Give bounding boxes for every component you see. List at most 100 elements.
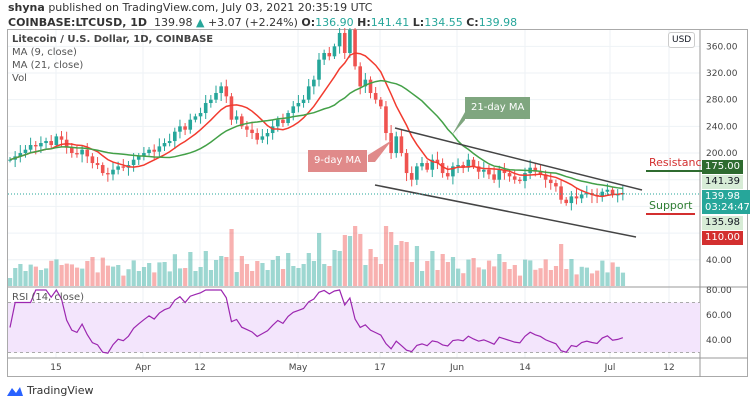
volume-bar (327, 266, 332, 286)
candle-body (260, 136, 265, 140)
candle-body (111, 169, 115, 175)
candle-body (142, 153, 146, 157)
candle-body (312, 79, 316, 87)
candle-body (518, 179, 522, 182)
candle-body (219, 86, 223, 94)
volume-bar (394, 245, 399, 286)
candle-body (162, 143, 167, 147)
ohlc-bar: COINBASE:LTCUSD, 1D 139.98 ▲ +3.07 (+2.2… (8, 16, 517, 29)
volume-bar (198, 267, 203, 286)
volume-bar (131, 260, 136, 286)
candle-body (49, 141, 53, 146)
volume-bar (481, 269, 486, 286)
volume-bar (147, 263, 152, 286)
volume-bar (559, 244, 564, 286)
candle-body (605, 189, 610, 192)
volume-bar (44, 268, 49, 286)
time-tick: 17 (374, 363, 385, 373)
volume-bar (188, 252, 193, 286)
volume-bar (116, 265, 121, 286)
tradingview-logo[interactable]: TradingView (6, 384, 93, 397)
candle-body (384, 106, 388, 134)
candle-body (276, 119, 280, 127)
candle-body (209, 99, 213, 104)
volume-bar (440, 254, 445, 286)
price-tick: 280.00 (706, 96, 738, 106)
volume-bar (275, 256, 280, 286)
candle-body (203, 103, 208, 114)
high-badge: 141.39 (702, 175, 743, 189)
ma9-pointer (368, 140, 392, 162)
volume-bar (579, 266, 584, 286)
candle-body (90, 156, 95, 164)
candle-body (183, 126, 187, 130)
volume-bar (54, 259, 59, 286)
volume-bar (85, 261, 90, 286)
volume-bar (250, 271, 255, 286)
volume-bar (224, 257, 229, 286)
volume-bar (523, 259, 528, 286)
candle-body (131, 159, 136, 166)
candle-body (492, 174, 496, 180)
currency-label[interactable]: USD (668, 32, 696, 48)
volume-bar (162, 262, 167, 286)
candle-body (487, 169, 491, 175)
volume-bar (466, 259, 471, 286)
candle-body (368, 79, 373, 94)
candle-body (250, 129, 254, 134)
rsi-line (9, 288, 624, 354)
candle-body (415, 166, 419, 180)
volume-bar (126, 269, 131, 286)
time-tick: 12 (194, 363, 205, 373)
volume-bar (172, 254, 177, 286)
volume-bar (105, 265, 111, 286)
volume-bar (317, 233, 322, 286)
publish-info: shyna published on TradingView.com, July… (8, 1, 372, 14)
candle-body (548, 179, 553, 184)
volume-bar (90, 257, 95, 286)
price-tick: 360.00 (706, 42, 738, 52)
candle-body (193, 116, 198, 120)
volume-bar (564, 269, 569, 286)
volume-bar (450, 257, 456, 286)
candle-body (224, 86, 229, 97)
high-value: 141.41 (370, 16, 410, 29)
volume-bar (33, 266, 38, 286)
rsi-tick: 40.00 (706, 336, 732, 346)
candle-body (265, 133, 270, 137)
volume-bar (383, 226, 389, 286)
candle-body (229, 96, 234, 120)
volume-bar (528, 260, 533, 286)
publish-text: published on TradingView.com, July 03, 2… (48, 1, 373, 14)
candle-body (33, 145, 38, 147)
candle-body (281, 119, 285, 124)
volume-bar (497, 254, 502, 286)
volume-bar (358, 234, 363, 286)
candle-body (188, 119, 193, 130)
candle-body (332, 46, 337, 57)
legend-ma21: MA (21, close) (12, 60, 84, 71)
candle-body (430, 159, 435, 170)
time-tick: 14 (519, 363, 531, 373)
volume-bar (244, 264, 250, 286)
chart-title: Litecoin / U.S. Dollar, 1D, COINBASE (12, 34, 214, 45)
volume-bar (502, 262, 507, 286)
candle-body (507, 173, 512, 177)
volume-bar (311, 261, 317, 286)
volume-bar (414, 246, 420, 286)
volume-bar (322, 264, 327, 286)
volume-bar (600, 260, 605, 286)
volume-bar (368, 249, 373, 286)
volume-bar (214, 260, 219, 286)
candle-body (116, 166, 120, 170)
close-value: 139.98 (478, 16, 518, 29)
candle-body (554, 183, 558, 187)
volume-bar (471, 258, 476, 286)
candle-body (373, 93, 378, 100)
rsi-tick: 60.00 (706, 311, 732, 321)
candle-body (466, 159, 471, 168)
volume-bar (605, 272, 610, 286)
candle-body (420, 163, 424, 167)
volume-bar (353, 226, 358, 286)
